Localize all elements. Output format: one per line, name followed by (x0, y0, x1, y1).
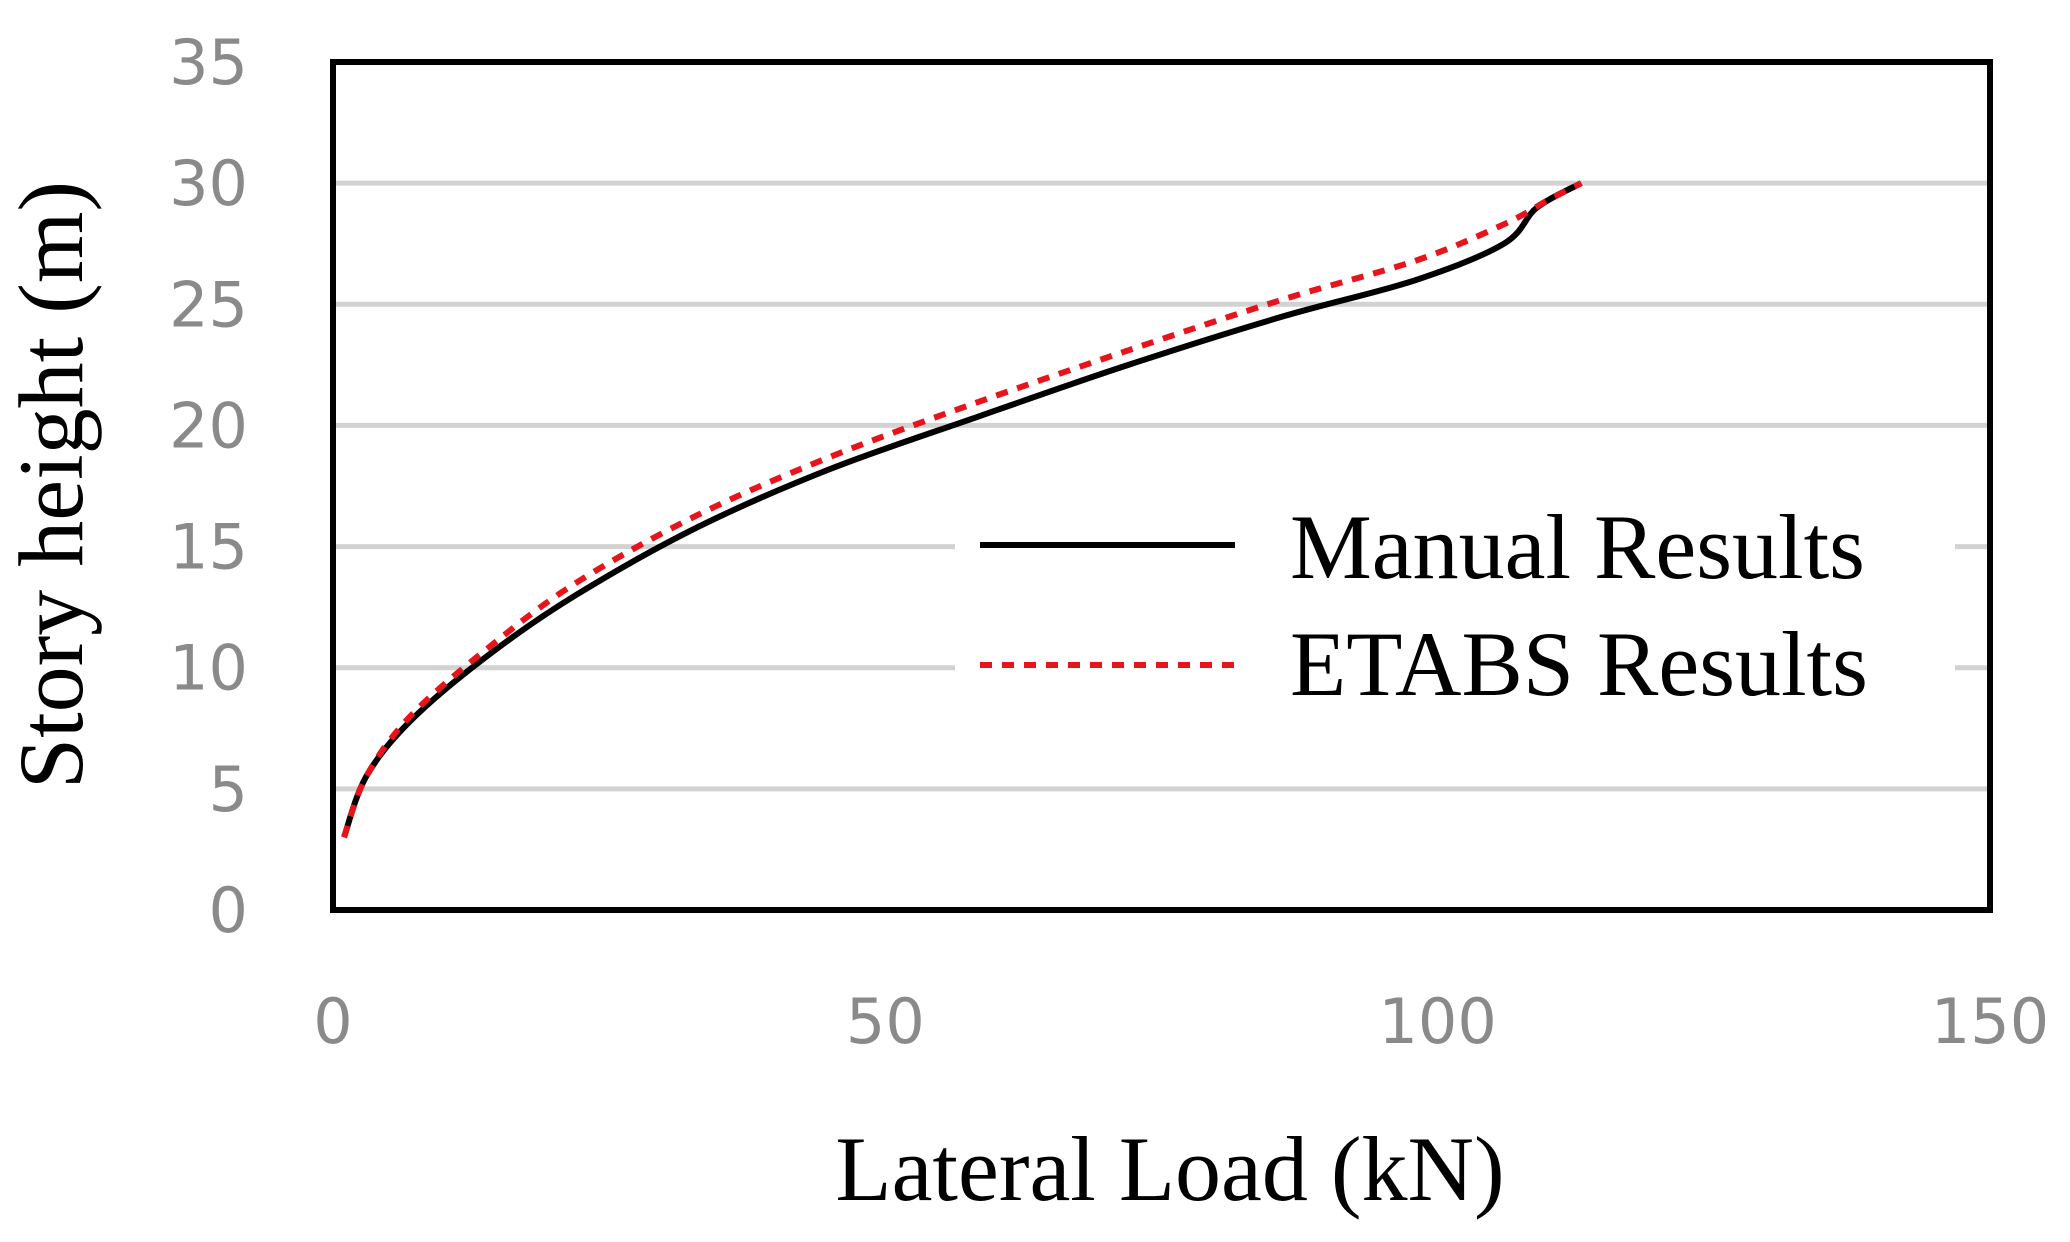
series-line-etabs (341, 180, 1583, 839)
x-tick-label: 150 (1931, 985, 2049, 1058)
x-tick-label: 50 (846, 985, 925, 1058)
y-tick-label: 15 (169, 511, 248, 584)
y-tick-label: 5 (209, 753, 248, 826)
x-axis-title: Lateral Load (kN) (835, 1118, 1504, 1220)
y-tick-label: 10 (169, 632, 248, 705)
legend-label-etabs: ETABS Results (1290, 613, 1868, 715)
y-tick-label: 35 (169, 26, 248, 99)
x-tick-label: 0 (313, 985, 352, 1058)
x-tick-label: 100 (1378, 985, 1496, 1058)
y-axis-title: Story height (m) (0, 181, 102, 789)
series-line-manual (341, 180, 1583, 839)
legend-background (955, 495, 1955, 720)
series-lines (341, 180, 1583, 839)
y-tick-label: 25 (169, 268, 248, 341)
y-tick-label: 20 (169, 389, 248, 462)
legend: Manual Results ETABS Results (955, 495, 1955, 720)
x-axis-ticks: 0 50 100 150 (313, 985, 2049, 1058)
y-axis-ticks: 0 5 10 15 20 25 30 35 (169, 26, 248, 947)
legend-label-manual: Manual Results (1290, 496, 1865, 598)
y-tick-label: 0 (209, 874, 248, 947)
plot-area-frame (330, 59, 1993, 913)
y-tick-label: 30 (169, 147, 248, 220)
